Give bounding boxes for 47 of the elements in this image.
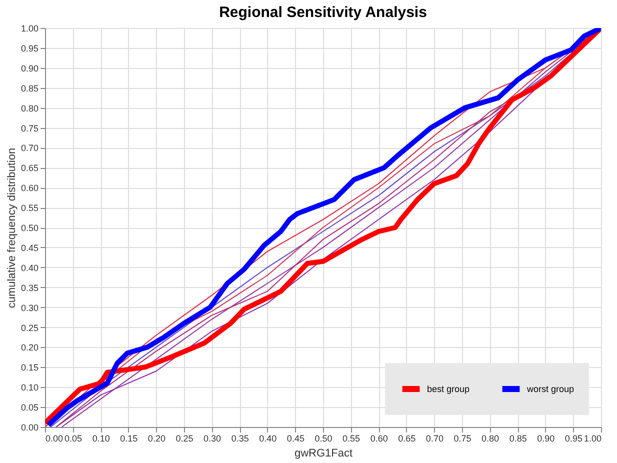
y-tick-label: 0.40 xyxy=(20,262,38,273)
x-axis-title: gwRG1Fact xyxy=(294,448,353,460)
y-tick-label: 0.65 xyxy=(20,163,38,174)
x-tick-label: 0.40 xyxy=(259,434,277,444)
x-tick-label: 0.80 xyxy=(482,434,500,444)
x-tick-label: 0.65 xyxy=(398,434,416,444)
x-tick-label: 0.55 xyxy=(342,434,360,444)
y-tick-label: 0.30 xyxy=(20,302,38,313)
y-tick-label: 0.75 xyxy=(20,123,38,134)
y-tick-label: 0.00 xyxy=(20,422,38,432)
x-tick-label: 0.35 xyxy=(231,434,249,444)
y-tick-label: 0.45 xyxy=(20,242,38,253)
x-tick-label: 0.25 xyxy=(176,434,194,444)
y-tick-label: 0.90 xyxy=(20,63,38,74)
x-tick-label: 0.60 xyxy=(370,434,388,444)
y-tick-label: 0.70 xyxy=(20,143,38,154)
chart-title: Regional Sensitivity Analysis xyxy=(219,4,427,21)
x-tick-label: 0.00 xyxy=(46,434,64,444)
x-tick-label: 0.75 xyxy=(454,434,472,444)
y-tick-label: 0.95 xyxy=(20,43,38,54)
x-tick-label: 0.30 xyxy=(204,434,222,444)
x-tick-label: 0.85 xyxy=(509,434,527,444)
x-tick-label: 0.45 xyxy=(286,434,304,444)
y-tick-label: 0.25 xyxy=(20,322,38,333)
x-tick-label: 0.05 xyxy=(64,434,82,444)
x-tick-label: 0.20 xyxy=(148,434,166,444)
y-tick-label: 0.35 xyxy=(20,282,38,293)
x-tick-label: 0.70 xyxy=(426,434,444,444)
x-tick-label: 0.15 xyxy=(120,434,138,444)
y-tick-label: 0.50 xyxy=(20,223,38,233)
y-tick-label: 0.60 xyxy=(20,183,38,194)
legend-label: best group xyxy=(427,384,470,394)
x-tick-label: 1.00 xyxy=(584,434,602,444)
x-tick-label: 0.10 xyxy=(92,434,110,444)
x-tick-label: 0.95 xyxy=(564,434,582,444)
x-tick-label: 0.50 xyxy=(314,434,332,444)
y-tick-label: 0.85 xyxy=(20,83,38,94)
y-tick-label: 0.20 xyxy=(20,342,38,353)
y-tick-label: 0.55 xyxy=(20,203,38,214)
y-tick-label: 0.80 xyxy=(20,103,38,114)
y-tick-label: 0.05 xyxy=(20,402,38,413)
y-tick-label: 0.15 xyxy=(20,362,38,373)
y-tick-label: 1.00 xyxy=(20,24,38,34)
legend-label: worst group xyxy=(526,384,574,394)
y-tick-label: 0.10 xyxy=(20,382,38,393)
x-tick-label: 0.90 xyxy=(537,434,555,444)
y-axis-title: cumulative frequency distribution xyxy=(6,148,18,308)
